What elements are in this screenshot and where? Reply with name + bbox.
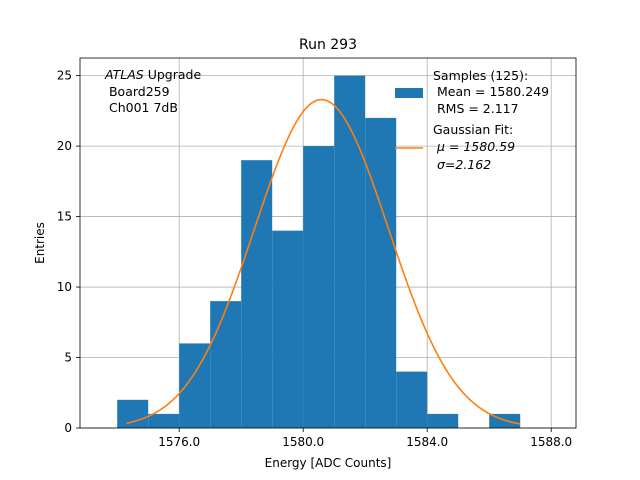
x-tick-label: 1584.0	[406, 435, 448, 449]
annotation-atlas: ATLAS	[104, 67, 144, 82]
y-tick-label: 0	[64, 421, 72, 435]
y-axis-ticks: 0 5 10 15 20 25	[57, 69, 80, 435]
histogram-bar	[117, 399, 149, 428]
legend-samples-swatch	[395, 88, 423, 98]
annotation-channel: Ch001 7dB	[105, 100, 178, 115]
histogram-bar	[334, 75, 366, 428]
y-tick-label: 25	[57, 69, 72, 83]
histogram-bar	[179, 343, 211, 428]
atlas-annotation: ATLAS Upgrade Board259 Ch001 7dB	[104, 67, 201, 115]
histogram-bar	[148, 413, 180, 428]
plot-frame	[79, 57, 577, 429]
legend: Samples (125): Mean = 1580.249 RMS = 2.1…	[395, 68, 549, 172]
y-tick-label: 5	[64, 351, 72, 365]
histogram-bar	[303, 146, 335, 428]
legend-fit-mu: μ = 1580.59	[433, 139, 515, 154]
gaussian-fit-curve	[126, 98, 521, 425]
x-tick-label: 1580.0	[282, 435, 324, 449]
y-tick-label: 15	[57, 210, 72, 224]
legend-fit-title: Gaussian Fit:	[433, 122, 513, 137]
histogram-bar	[396, 371, 428, 428]
histogram-bar	[272, 230, 304, 428]
histogram-bar	[427, 413, 459, 428]
chart-title: Run 293	[299, 37, 357, 53]
y-tick-label: 10	[57, 280, 72, 294]
histogram-bars	[117, 75, 521, 429]
legend-samples-title: Samples (125):	[433, 68, 528, 83]
x-tick-label: 1576.0	[158, 435, 200, 449]
x-tick-label: 1588.0	[530, 435, 572, 449]
histogram-bar	[365, 117, 397, 429]
x-axis-ticks: 1576.0 1580.0 1584.0 1588.0	[158, 428, 572, 449]
annotation-board: Board259	[105, 84, 170, 99]
histogram-bar	[241, 160, 273, 428]
y-axis-label: Entries	[33, 222, 47, 264]
annotation-upgrade: Upgrade	[144, 67, 202, 82]
histogram-bar	[210, 301, 242, 428]
y-tick-label: 20	[57, 139, 72, 153]
legend-samples-mean: Mean = 1580.249	[433, 84, 549, 99]
x-axis-label: Energy [ADC Counts]	[265, 456, 392, 470]
legend-samples-rms: RMS = 2.117	[433, 101, 519, 116]
legend-fit-sigma: σ=2.162	[433, 157, 491, 172]
svg-text:ATLAS Upgrade: ATLAS Upgrade	[104, 67, 201, 82]
